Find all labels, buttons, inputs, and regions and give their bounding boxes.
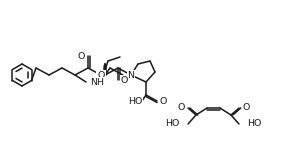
Polygon shape (104, 63, 106, 75)
Text: HO: HO (247, 119, 261, 128)
Text: O: O (121, 75, 128, 85)
Text: HO: HO (166, 119, 180, 128)
Text: N: N (128, 70, 135, 79)
Text: O: O (177, 103, 185, 112)
Text: NH: NH (90, 78, 104, 86)
Text: O: O (78, 52, 85, 61)
Text: O: O (243, 103, 250, 112)
Text: O: O (160, 96, 167, 106)
Text: HO: HO (128, 96, 142, 106)
Text: O: O (97, 70, 105, 79)
